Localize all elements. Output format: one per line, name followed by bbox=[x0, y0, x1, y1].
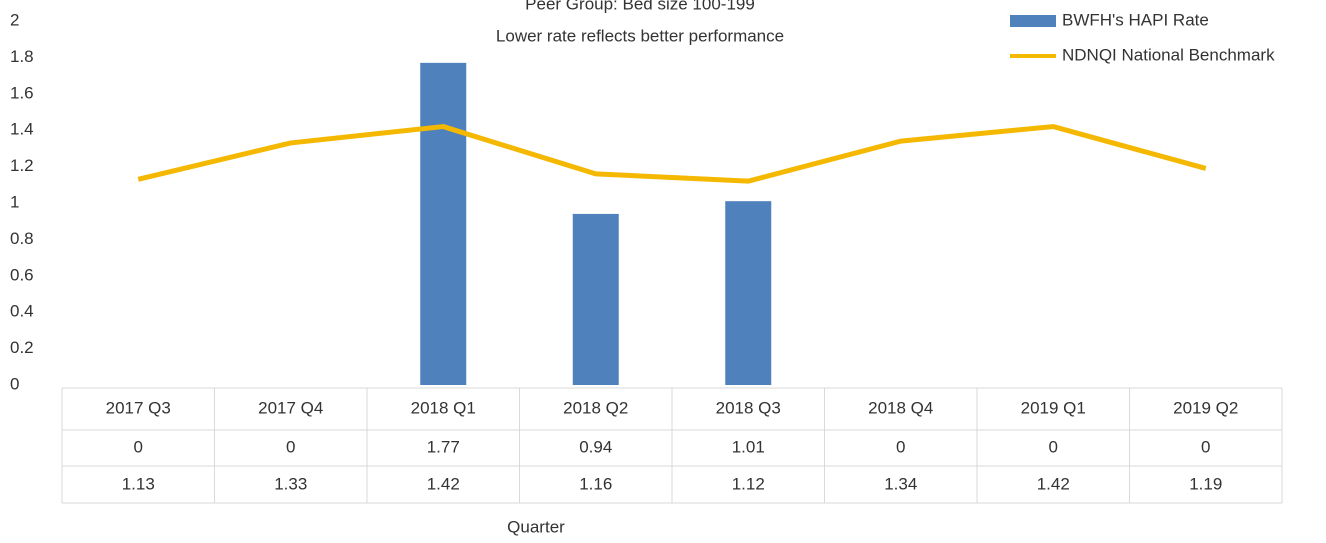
x-tick-label: 2018 Q4 bbox=[868, 398, 933, 417]
y-tick-label: 0 bbox=[10, 374, 19, 393]
table-value: 0.94 bbox=[579, 437, 612, 456]
table-value: 0 bbox=[896, 437, 905, 456]
table-value: 1.34 bbox=[884, 474, 917, 493]
table-value: 0 bbox=[286, 437, 295, 456]
y-tick-label: 0.2 bbox=[10, 338, 34, 357]
y-tick-label: 1 bbox=[10, 192, 19, 211]
bar bbox=[572, 213, 619, 385]
y-tick-label: 0.4 bbox=[10, 302, 34, 321]
table-value: 1.19 bbox=[1189, 474, 1222, 493]
table-value: 0 bbox=[1201, 437, 1210, 456]
table-value: 1.16 bbox=[579, 474, 612, 493]
x-tick-label: 2017 Q4 bbox=[258, 398, 323, 417]
table-value: 0 bbox=[1049, 437, 1058, 456]
y-tick-label: 0.6 bbox=[10, 265, 34, 284]
legend-swatch bbox=[1010, 15, 1056, 27]
line bbox=[137, 124, 1207, 184]
x-tick-label: 2018 Q1 bbox=[411, 398, 476, 417]
x-tick-label: 2018 Q2 bbox=[563, 398, 628, 417]
y-tick-label: 1.6 bbox=[10, 83, 34, 102]
y-tick-label: 1.4 bbox=[10, 120, 34, 139]
y-tick-label: 2 bbox=[10, 10, 19, 29]
table-value: 1.33 bbox=[274, 474, 307, 493]
y-tick-label: 1.2 bbox=[10, 156, 34, 175]
table-value: 1.42 bbox=[1037, 474, 1070, 493]
y-tick-label: 1.8 bbox=[10, 47, 34, 66]
x-tick-label: 2019 Q2 bbox=[1173, 398, 1238, 417]
table-value: 1.12 bbox=[732, 474, 765, 493]
chart-title: Peer Group: Bed size 100-199 bbox=[525, 0, 755, 13]
x-tick-label: 2018 Q3 bbox=[716, 398, 781, 417]
y-tick-label: 0.8 bbox=[10, 229, 34, 248]
bar bbox=[420, 62, 467, 386]
table-value: 1.42 bbox=[427, 474, 460, 493]
x-tick-label: 2017 Q3 bbox=[106, 398, 171, 417]
x-axis-label: Quarter bbox=[507, 517, 565, 536]
chart-subtitle: Lower rate reflects better performance bbox=[496, 26, 784, 45]
table-value: 1.77 bbox=[427, 437, 460, 456]
legend-label: BWFH's HAPI Rate bbox=[1062, 10, 1209, 29]
table-value: 0 bbox=[134, 437, 143, 456]
bar bbox=[725, 201, 772, 385]
table-value: 1.01 bbox=[732, 437, 765, 456]
legend-label: NDNQI National Benchmark bbox=[1062, 45, 1275, 64]
x-tick-label: 2019 Q1 bbox=[1021, 398, 1086, 417]
table-value: 1.13 bbox=[122, 474, 155, 493]
